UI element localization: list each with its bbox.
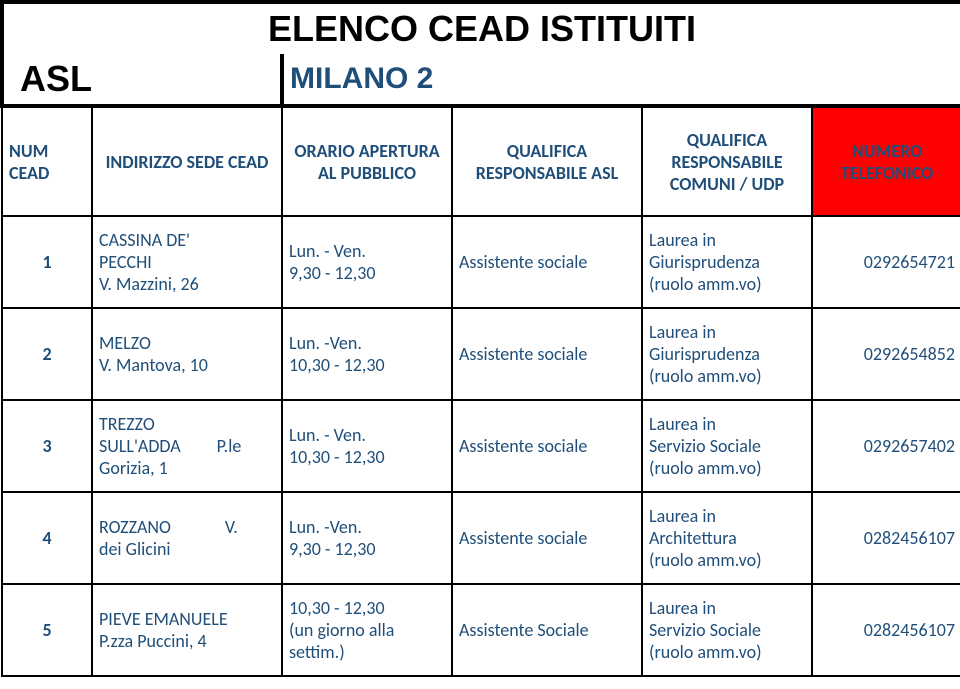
comuni-line: (ruolo amm.vo) xyxy=(649,641,805,663)
cell-num: 1 xyxy=(2,216,92,308)
comuni-line: Architettura xyxy=(649,527,805,549)
table-row: 5 PIEVE EMANUELE P.zza Puccini, 4 10,30 … xyxy=(2,584,960,676)
cell-tel: 0292657402 xyxy=(812,400,960,492)
orario-line: Lun. -Ven. xyxy=(289,332,445,354)
cell-qual: Assistente sociale xyxy=(452,400,642,492)
cell-comuni: Laurea in Architettura (ruolo amm.vo) xyxy=(642,492,812,584)
cell-orario: Lun. -Ven. 9,30 - 12,30 xyxy=(282,492,452,584)
cell-addr: ROZZANO V. dei Glicini xyxy=(92,492,282,584)
orario-line: Lun. -Ven. xyxy=(289,516,445,538)
cell-orario: Lun. - Ven. 10,30 - 12,30 xyxy=(282,400,452,492)
cell-comuni: Laurea in Giurisprudenza (ruolo amm.vo) xyxy=(642,216,812,308)
addr-line: V. Mazzini, 26 xyxy=(99,273,275,295)
comuni-line: Laurea in xyxy=(649,597,805,619)
cell-addr: TREZZO SULL'ADDA P.le Gorizia, 1 xyxy=(92,400,282,492)
col-header-addr: INDIRIZZO SEDE CEAD xyxy=(92,106,282,216)
addr-line: V. Mantova, 10 xyxy=(99,354,275,376)
orario-line: 10,30 - 12,30 xyxy=(289,354,445,376)
page-title: ELENCO CEAD ISTITUITI xyxy=(268,8,696,49)
cell-tel: 0292654852 xyxy=(812,308,960,400)
cell-tel: 0282456107 xyxy=(812,492,960,584)
col-header-orario: ORARIO APERTURA AL PUBBLICO xyxy=(282,106,452,216)
comuni-line: Laurea in xyxy=(649,229,805,251)
addr-line: CASSINA DE' xyxy=(99,229,275,251)
comuni-line: (ruolo amm.vo) xyxy=(649,273,805,295)
title-cell: ELENCO CEAD ISTITUITI xyxy=(2,2,960,54)
cell-num: 3 xyxy=(2,400,92,492)
asl-cell: ASL xyxy=(2,54,282,106)
orario-line: Lun. - Ven. xyxy=(289,424,445,446)
orario-line: settim.) xyxy=(289,641,445,663)
table-row: 1 CASSINA DE' PECCHI V. Mazzini, 26 Lun.… xyxy=(2,216,960,308)
cell-orario: 10,30 - 12,30 (un giorno alla settim.) xyxy=(282,584,452,676)
comuni-line: (ruolo amm.vo) xyxy=(649,549,805,571)
cell-orario: Lun. -Ven. 10,30 - 12,30 xyxy=(282,308,452,400)
col-header-tel: NUMERO TELEFONICO xyxy=(812,106,960,216)
region-cell: MILANO 2 xyxy=(282,54,960,106)
orario-line: 10,30 - 12,30 xyxy=(289,446,445,468)
cell-num: 2 xyxy=(2,308,92,400)
addr-line: MELZO xyxy=(99,332,275,354)
comuni-line: Laurea in xyxy=(649,413,805,435)
addr-line: ROZZANO V. xyxy=(99,516,275,538)
column-header-row: NUM CEAD INDIRIZZO SEDE CEAD ORARIO APER… xyxy=(2,106,960,216)
subtitle-row: ASL MILANO 2 xyxy=(2,54,960,106)
comuni-line: (ruolo amm.vo) xyxy=(649,457,805,479)
cell-tel: 0282456107 xyxy=(812,584,960,676)
cell-orario: Lun. - Ven. 9,30 - 12,30 xyxy=(282,216,452,308)
comuni-line: Giurisprudenza xyxy=(649,343,805,365)
cell-tel: 0292654721 xyxy=(812,216,960,308)
table-row: 2 MELZO V. Mantova, 10 Lun. -Ven. 10,30 … xyxy=(2,308,960,400)
title-row: ELENCO CEAD ISTITUITI xyxy=(2,2,960,54)
col-header-qual: QUALIFICA RESPONSABILE ASL xyxy=(452,106,642,216)
cead-table: ELENCO CEAD ISTITUITI ASL MILANO 2 NUM C… xyxy=(0,0,960,677)
cell-num: 5 xyxy=(2,584,92,676)
cell-qual: Assistente sociale xyxy=(452,216,642,308)
addr-line: TREZZO xyxy=(99,413,275,435)
cell-qual: Assistente sociale xyxy=(452,308,642,400)
comuni-line: Servizio Sociale xyxy=(649,435,805,457)
addr-line: Gorizia, 1 xyxy=(99,457,275,479)
cell-qual: Assistente sociale xyxy=(452,492,642,584)
cell-addr: PIEVE EMANUELE P.zza Puccini, 4 xyxy=(92,584,282,676)
addr-line: P.zza Puccini, 4 xyxy=(99,630,275,652)
comuni-line: Laurea in xyxy=(649,321,805,343)
orario-line: 10,30 - 12,30 xyxy=(289,597,445,619)
cell-comuni: Laurea in Servizio Sociale (ruolo amm.vo… xyxy=(642,400,812,492)
col-header-comuni: QUALIFICA RESPONSABILE COMUNI / UDP xyxy=(642,106,812,216)
orario-line: 9,30 - 12,30 xyxy=(289,538,445,560)
col-header-num: NUM CEAD xyxy=(2,106,92,216)
cell-addr: CASSINA DE' PECCHI V. Mazzini, 26 xyxy=(92,216,282,308)
cell-comuni: Laurea in Giurisprudenza (ruolo amm.vo) xyxy=(642,308,812,400)
cell-qual: Assistente Sociale xyxy=(452,584,642,676)
orario-line: (un giorno alla xyxy=(289,619,445,641)
addr-line: dei Glicini xyxy=(99,538,275,560)
orario-line: Lun. - Ven. xyxy=(289,240,445,262)
comuni-line: Laurea in xyxy=(649,505,805,527)
cell-num: 4 xyxy=(2,492,92,584)
table-row: 3 TREZZO SULL'ADDA P.le Gorizia, 1 Lun. … xyxy=(2,400,960,492)
orario-line: 9,30 - 12,30 xyxy=(289,262,445,284)
comuni-line: Giurisprudenza xyxy=(649,251,805,273)
addr-line: SULL'ADDA P.le xyxy=(99,435,275,457)
page: ELENCO CEAD ISTITUITI ASL MILANO 2 NUM C… xyxy=(0,0,960,689)
table-row: 4 ROZZANO V. dei Glicini Lun. -Ven. 9,30… xyxy=(2,492,960,584)
cell-comuni: Laurea in Servizio Sociale (ruolo amm.vo… xyxy=(642,584,812,676)
addr-line: PIEVE EMANUELE xyxy=(99,608,275,630)
comuni-line: Servizio Sociale xyxy=(649,619,805,641)
comuni-line: (ruolo amm.vo) xyxy=(649,365,805,387)
asl-label: ASL xyxy=(10,58,92,99)
addr-line: PECCHI xyxy=(99,251,275,273)
cell-addr: MELZO V. Mantova, 10 xyxy=(92,308,282,400)
region-label: MILANO 2 xyxy=(290,62,433,95)
